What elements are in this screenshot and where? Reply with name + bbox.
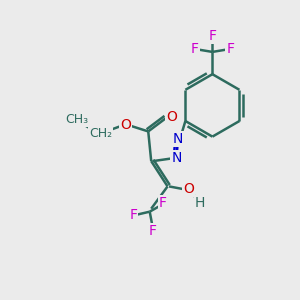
Text: N: N bbox=[173, 132, 183, 146]
Text: F: F bbox=[149, 224, 157, 238]
Text: CH₂: CH₂ bbox=[89, 127, 112, 140]
Text: F: F bbox=[129, 208, 137, 222]
Text: CH₃: CH₃ bbox=[65, 113, 88, 126]
Text: O: O bbox=[183, 182, 194, 197]
Text: N: N bbox=[171, 151, 182, 165]
Text: O: O bbox=[166, 110, 177, 124]
Text: O: O bbox=[121, 118, 131, 133]
Text: F: F bbox=[190, 42, 199, 56]
Text: H: H bbox=[195, 196, 206, 210]
Text: F: F bbox=[208, 28, 216, 43]
Text: F: F bbox=[226, 42, 234, 56]
Text: F: F bbox=[159, 196, 167, 210]
